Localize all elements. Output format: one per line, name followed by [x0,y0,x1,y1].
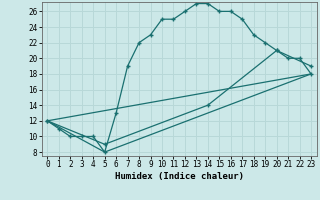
X-axis label: Humidex (Indice chaleur): Humidex (Indice chaleur) [115,172,244,181]
